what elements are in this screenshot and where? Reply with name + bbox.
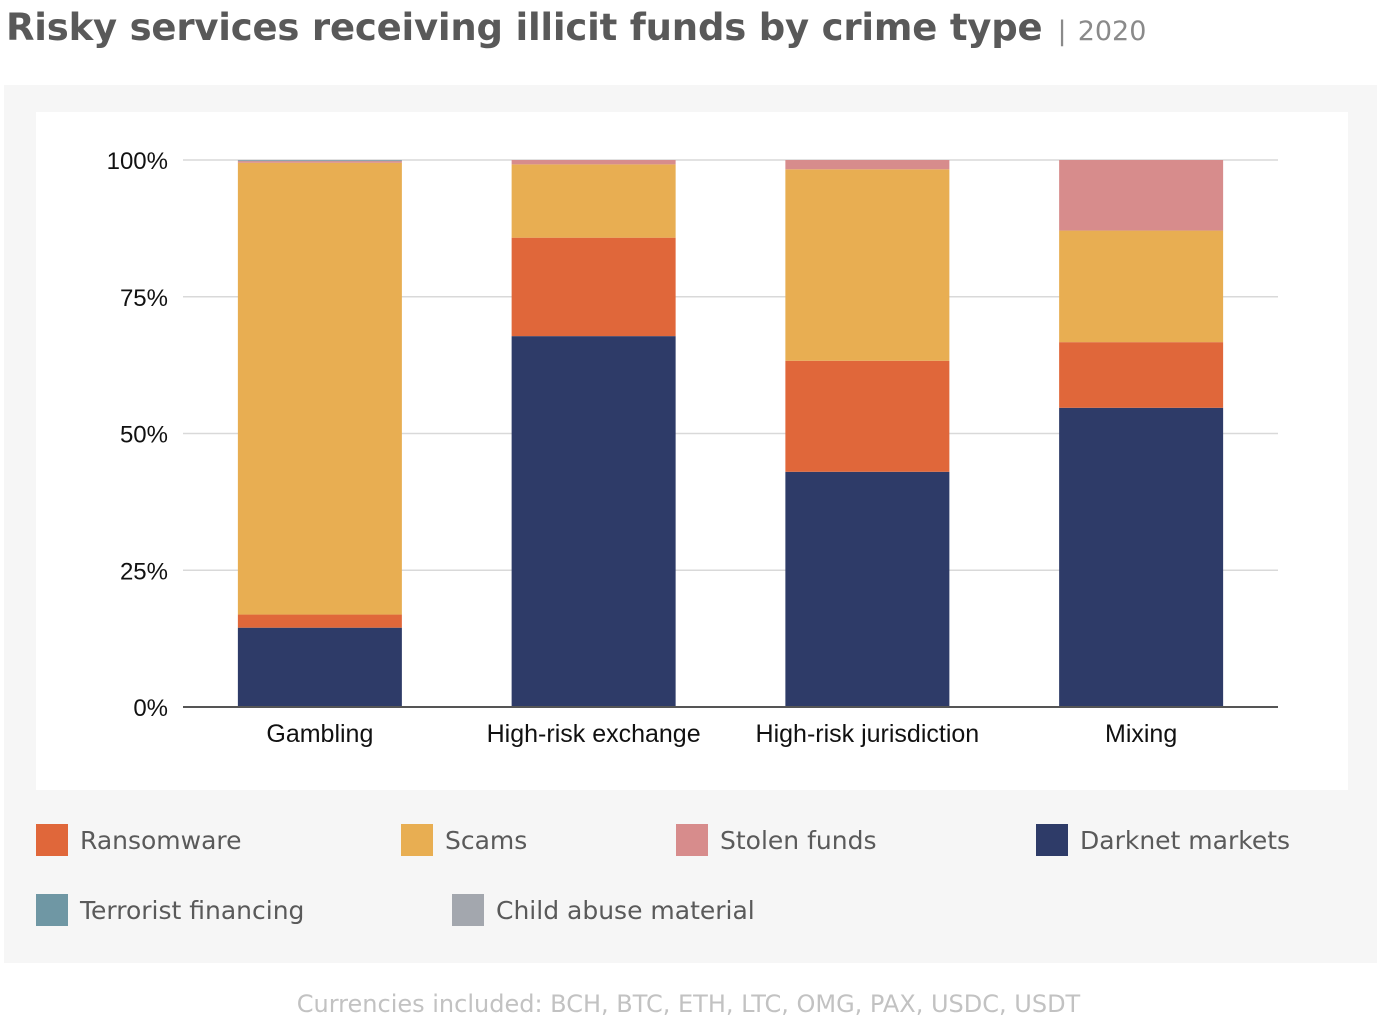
plot-area: 0% 25% 50% 75% 100% Gambling High-risk exchang…	[36, 112, 1348, 790]
y-tick-label: 75%	[120, 285, 168, 312]
bar-segment-stolen-funds	[785, 160, 950, 170]
x-tick-label: High-risk jurisdiction	[756, 720, 980, 748]
title-separator: |	[1057, 16, 1067, 47]
bar-segment-scams	[237, 162, 402, 615]
legend-item-darknet-markets: Darknet markets	[1036, 824, 1290, 856]
legend-label-darknet-markets: Darknet markets	[1080, 825, 1291, 855]
bar-segment-darknet-markets	[1059, 407, 1224, 707]
bar-segment-scams	[1059, 230, 1224, 343]
legend-swatch-ransomware	[36, 824, 68, 856]
chart-year: 2020	[1077, 16, 1147, 47]
bar-segment-stolen-funds	[237, 161, 402, 163]
x-tick-label: Gambling	[266, 720, 373, 748]
bar-segment-ransomware	[1059, 342, 1224, 408]
legend-item-ransomware: Ransomware	[36, 824, 242, 856]
legend-item-terrorist-financing: Terrorist financing	[36, 894, 304, 926]
legend-swatch-stolen-funds	[676, 824, 708, 856]
legend-label-stolen-funds: Stolen funds	[720, 825, 877, 855]
chart-title-row: Risky services receiving illicit funds b…	[6, 6, 1146, 49]
legend-label-scams: Scams	[445, 825, 528, 855]
legend-item-scams: Scams	[401, 824, 527, 856]
bar-segment-scams	[511, 164, 676, 238]
bar-segment-ransomware	[237, 614, 402, 628]
legend-swatch-child-abuse-material	[452, 894, 484, 926]
legend-label-ransomware: Ransomware	[80, 825, 242, 855]
bar-segment-darknet-markets	[237, 627, 402, 707]
bar-segment-stolen-funds	[1059, 160, 1224, 231]
legend: Ransomware Scams Stolen funds Darknet ma…	[4, 85, 1377, 963]
footnote: Currencies included: BCH, BTC, ETH, LTC,…	[296, 990, 1081, 1018]
chart-panel: 0% 25% 50% 75% 100% Gambling High-risk exchang…	[4, 85, 1377, 963]
bar-segment-scams	[785, 169, 950, 361]
bar-segment-ransomware	[785, 360, 950, 472]
bar-segment-ransomware	[511, 237, 676, 337]
y-tick-label: 0%	[133, 695, 168, 722]
bar-segment-darknet-markets	[511, 336, 676, 707]
bar-segment-child-abuse-material	[237, 160, 402, 161]
chart-title: Risky services receiving illicit funds b…	[6, 6, 1043, 49]
legend-item-child-abuse-material: Child abuse material	[452, 894, 755, 926]
x-tick-label: High-risk exchange	[487, 720, 701, 748]
legend-swatch-darknet-markets	[1036, 824, 1068, 856]
y-tick-label: 100%	[107, 148, 168, 175]
y-tick-label: 50%	[120, 422, 168, 449]
legend-swatch-terrorist-financing	[36, 894, 68, 926]
legend-label-terrorist-financing: Terrorist financing	[80, 895, 305, 925]
legend-swatch-scams	[401, 824, 433, 856]
bar-segment-darknet-markets	[785, 471, 950, 707]
legend-item-stolen-funds: Stolen funds	[676, 824, 876, 856]
bar-segment-stolen-funds	[511, 160, 676, 165]
legend-label-child-abuse-material: Child abuse material	[496, 895, 755, 925]
bar-segment-terrorist-financing	[237, 160, 402, 162]
stacked-bar-chart: 0% 25% 50% 75% 100% Gambling High-risk exchang…	[107, 148, 1278, 748]
y-tick-label: 25%	[120, 558, 168, 585]
x-tick-label: Mixing	[1105, 720, 1177, 748]
